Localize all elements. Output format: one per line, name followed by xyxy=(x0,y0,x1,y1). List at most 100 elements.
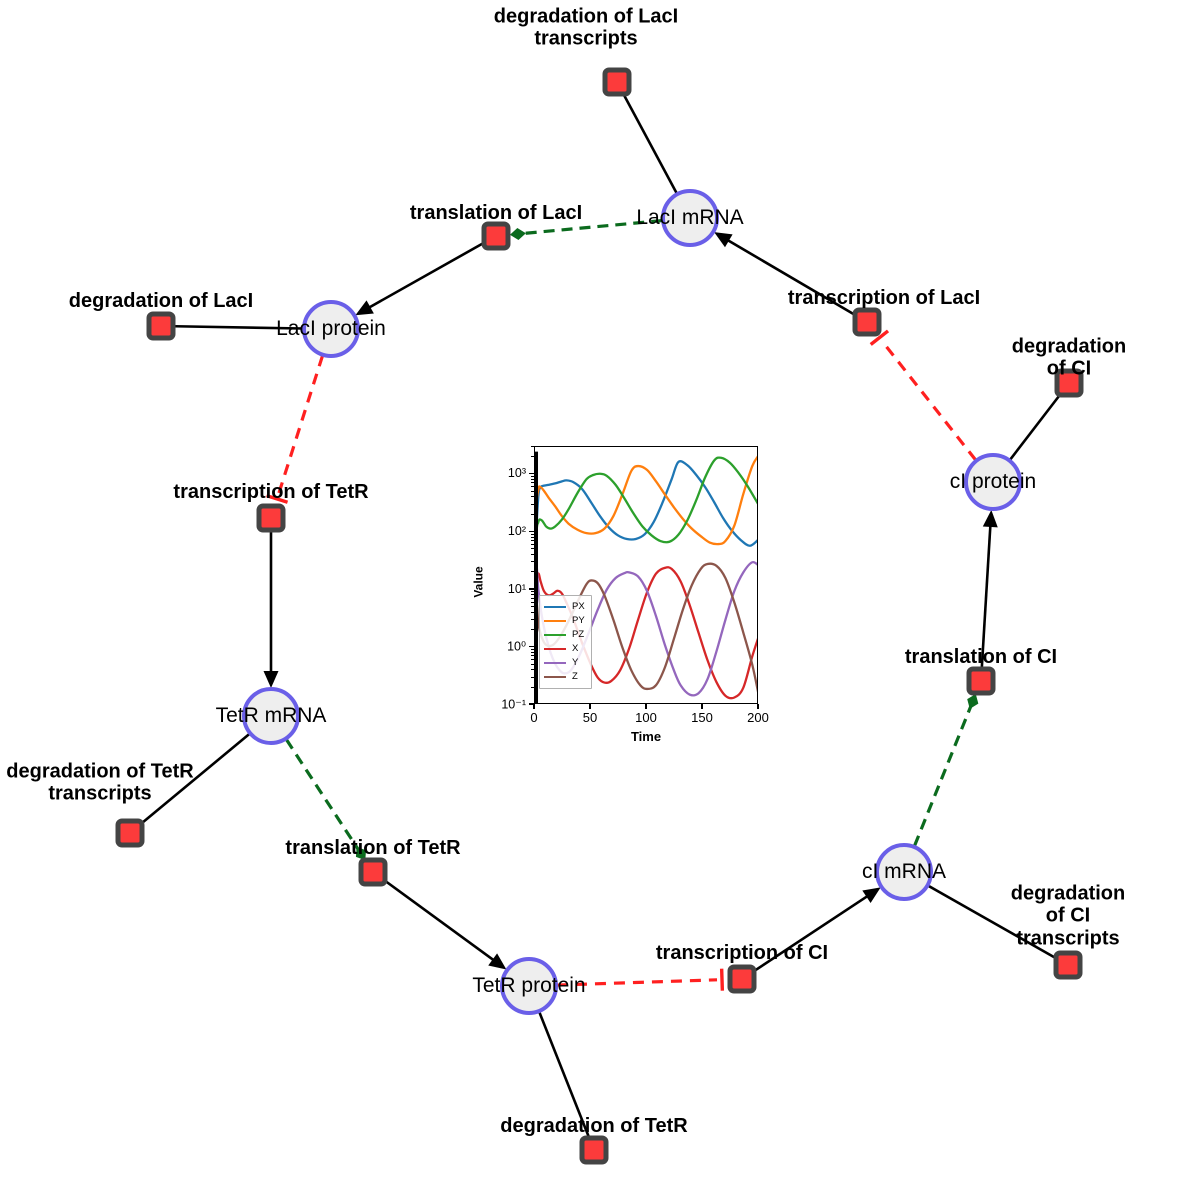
y-tick-mark xyxy=(529,588,534,590)
y-minor-tick xyxy=(531,479,534,481)
legend-label-PX: PX xyxy=(572,601,585,613)
reaction-node-deg_ci[interactable] xyxy=(1054,368,1084,398)
edge-substrate xyxy=(622,93,678,194)
y-minor-tick xyxy=(531,591,534,593)
y-minor-tick xyxy=(531,686,534,688)
legend-label-PY: PY xyxy=(572,615,585,627)
y-tick-mark xyxy=(529,530,534,532)
simulation-inset-chart: PX PY PZ X Y Z 10⁻¹ 10⁰ 10¹ 10² 10³ 0 50 100 150 200 … xyxy=(472,436,772,754)
x-tick-mark xyxy=(589,704,591,709)
reaction-node-deg_laci[interactable] xyxy=(146,311,176,341)
legend-swatch-PX xyxy=(544,605,566,609)
x-tick-label: 150 xyxy=(691,710,713,725)
y-minor-tick xyxy=(531,669,534,671)
y-minor-tick xyxy=(531,611,534,613)
y-minor-tick xyxy=(531,554,534,556)
y-minor-tick xyxy=(531,629,534,631)
chart-legend: PX PY PZ X Y Z xyxy=(539,595,592,689)
y-minor-tick xyxy=(531,543,534,545)
reaction-node-translation_ci[interactable] xyxy=(966,666,996,696)
x-tick-label: 200 xyxy=(747,710,769,725)
species-node-ci_mrna[interactable] xyxy=(875,843,933,901)
legend-swatch-Z xyxy=(544,675,566,679)
y-tick-label: 10³ xyxy=(507,466,526,481)
y-minor-tick xyxy=(531,446,534,447)
edge-substrate xyxy=(1009,393,1062,461)
legend-item-PY: PY xyxy=(544,614,585,628)
legend-item-PZ: PZ xyxy=(544,628,585,642)
reaction-node-deg_laci_transcripts[interactable] xyxy=(602,67,632,97)
y-tick-label: 10⁰ xyxy=(507,639,526,654)
y-minor-tick xyxy=(531,601,534,603)
edge-substrate xyxy=(139,732,251,826)
y-minor-tick xyxy=(531,597,534,599)
species-node-ci_protein[interactable] xyxy=(964,453,1022,511)
x-tick-mark xyxy=(645,704,647,709)
x-tick-mark xyxy=(701,704,703,709)
species-node-laci_protein[interactable] xyxy=(302,300,360,358)
y-minor-tick xyxy=(531,533,534,535)
y-minor-tick xyxy=(531,536,534,538)
edge-inhibition xyxy=(869,329,977,461)
y-minor-tick xyxy=(531,482,534,484)
edge-substrate xyxy=(980,509,998,668)
legend-swatch-PZ xyxy=(544,633,566,637)
x-tick-label: 50 xyxy=(582,710,598,725)
y-minor-tick xyxy=(531,655,534,657)
y-minor-tick xyxy=(531,606,534,608)
reaction-node-deg_tetr_transcripts[interactable] xyxy=(115,818,145,848)
y-minor-tick xyxy=(531,571,534,573)
y-minor-tick xyxy=(531,548,534,550)
edge-activation xyxy=(912,693,979,847)
y-minor-tick xyxy=(531,503,534,505)
legend-swatch-X xyxy=(544,647,566,651)
legend-label-Z: Z xyxy=(572,671,578,683)
y-minor-tick xyxy=(531,659,534,661)
edge-substrate xyxy=(752,887,881,973)
edge-substrate xyxy=(383,879,507,970)
reaction-node-transcription_tetr[interactable] xyxy=(256,503,286,533)
series-line-PX xyxy=(535,460,757,679)
y-minor-tick xyxy=(531,456,534,458)
reaction-node-deg_tetr[interactable] xyxy=(579,1135,609,1165)
y-tick-mark xyxy=(529,703,534,705)
reaction-node-transcription_laci[interactable] xyxy=(852,307,882,337)
reaction-node-translation_tetr[interactable] xyxy=(358,857,388,887)
legend-swatch-PY xyxy=(544,619,566,623)
y-minor-tick xyxy=(531,540,534,542)
y-minor-tick xyxy=(531,676,534,678)
y-minor-tick xyxy=(531,594,534,596)
edge-activation xyxy=(284,738,366,861)
reaction-node-transcription_ci[interactable] xyxy=(727,964,757,994)
y-tick-label: 10⁻¹ xyxy=(501,697,526,712)
y-minor-tick xyxy=(531,486,534,488)
reaction-node-translation_laci[interactable] xyxy=(481,221,511,251)
species-node-tetr_mrna[interactable] xyxy=(242,687,300,745)
edge-inhibition xyxy=(266,355,325,504)
edge-substrate xyxy=(714,232,856,317)
y-tick-label: 10² xyxy=(507,524,526,539)
edge-substrate xyxy=(174,324,304,330)
species-node-laci_mrna[interactable] xyxy=(661,189,719,247)
species-node-tetr_protein[interactable] xyxy=(500,957,558,1015)
legend-item-X: X xyxy=(544,642,585,656)
x-tick-label: 100 xyxy=(635,710,657,725)
y-tick-mark xyxy=(529,472,534,475)
x-tick-mark xyxy=(533,704,535,709)
legend-item-Z: Z xyxy=(544,670,585,684)
legend-swatch-Y xyxy=(544,661,566,665)
reaction-node-deg_ci_transcripts[interactable] xyxy=(1053,950,1083,980)
legend-label-X: X xyxy=(572,643,579,655)
y-tick-label: 10¹ xyxy=(507,581,526,596)
y-minor-tick xyxy=(531,651,534,653)
legend-label-Y: Y xyxy=(572,657,579,669)
edge-substrate xyxy=(263,532,279,688)
series-line-PY xyxy=(535,455,757,679)
x-tick-mark xyxy=(757,704,759,709)
y-tick-mark xyxy=(529,645,534,648)
edge-substrate xyxy=(538,1011,591,1138)
y-minor-tick xyxy=(531,663,534,665)
plot-area: PX PY PZ X Y Z xyxy=(534,446,758,704)
